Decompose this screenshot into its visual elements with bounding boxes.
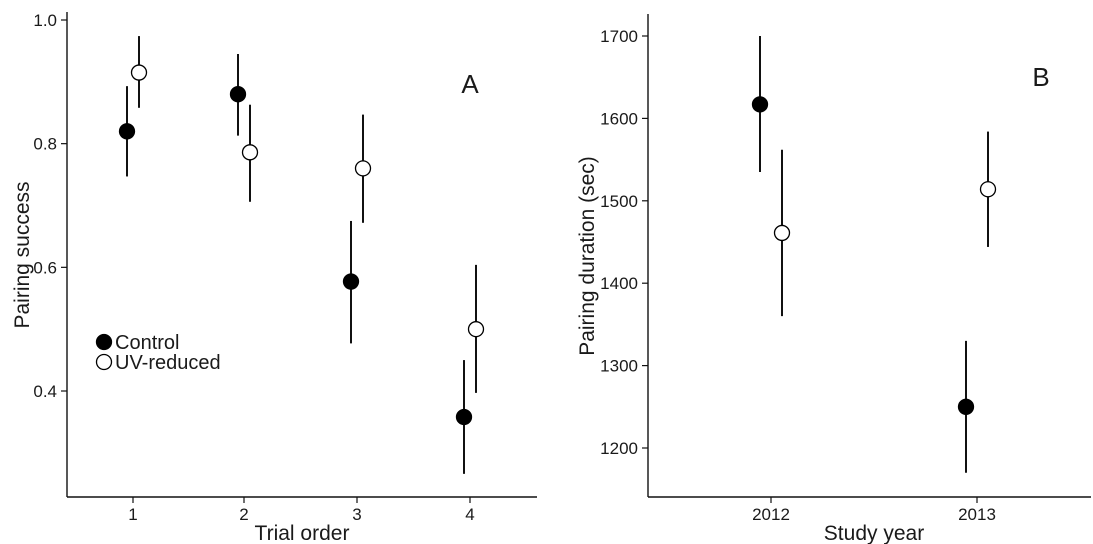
panel-a-x-axis-title: Trial order [255,522,350,544]
panel-a-control-point [342,273,360,290]
panel-b-y-tick-label: 1600 [600,109,638,128]
legend: Control UV-reduced [95,332,221,374]
legend-control-marker [95,333,113,351]
panel-b-x-tick-label: 2012 [752,505,790,524]
panel-a-x-tick-label: 2 [239,505,248,524]
legend-control-label: Control [115,332,179,354]
panel-b-y-tick-label: 1700 [600,27,638,46]
panel-a-control-point [455,408,473,426]
panel-b: 1200 1300 1400 1500 1600 1700 2012 2013 Study y… [576,14,1091,544]
panel-a-y-tick-label: 0.6 [33,258,57,277]
panel-a-control-point [229,86,247,103]
panel-a-y-tick-label: 0.4 [33,382,57,401]
panel-a-label: A [461,69,479,99]
panel-a-y-tick-label: 1.0 [33,11,57,30]
panel-b-y-tick-label: 1300 [600,357,638,376]
panel-b-y-tick-label: 1500 [600,192,638,211]
panel-b-uv-reduced-point [773,224,791,242]
panel-a-y-tick-label: 0.8 [33,135,57,154]
panel-a-uv-reduced-point [241,144,259,161]
panel-a-ticks: 0.4 0.6 0.8 1.0 1 2 3 4 [33,11,474,524]
panel-a: 0.4 0.6 0.8 1.0 1 2 3 4 Trial order Pairing suc… [11,11,537,544]
panel-b-label: B [1032,62,1049,92]
panel-a-uv-reduced-point [354,160,372,177]
panel-b-ticks: 1200 1300 1400 1500 1600 1700 2012 2013 [600,27,996,524]
panel-b-y-axis-title: Pairing duration (sec) [576,156,599,356]
panel-a-x-tick-label: 4 [465,505,474,524]
panel-b-y-tick-label: 1400 [600,274,638,293]
panel-a-x-tick-label: 3 [352,505,361,524]
panel-b-x-axis-title: Study year [824,522,924,544]
panel-a-control-point [118,123,136,140]
panel-b-y-tick-label: 1200 [600,439,638,458]
panel-a-points [118,36,485,474]
panel-b-control-point [751,96,769,113]
legend-uv-reduced-label: UV-reduced [115,352,221,374]
panel-a-uv-reduced-point [130,64,148,81]
panel-b-uv-reduced-point [979,181,997,198]
legend-uv-reduced-marker [95,353,113,371]
panel-b-control-point [957,398,975,415]
panel-a-y-axis-title: Pairing success [11,181,34,328]
panel-b-points [751,36,997,473]
panel-a-uv-reduced-point [467,321,485,338]
panel-a-x-tick-label: 1 [128,505,137,524]
panel-b-x-tick-label: 2013 [958,505,996,524]
